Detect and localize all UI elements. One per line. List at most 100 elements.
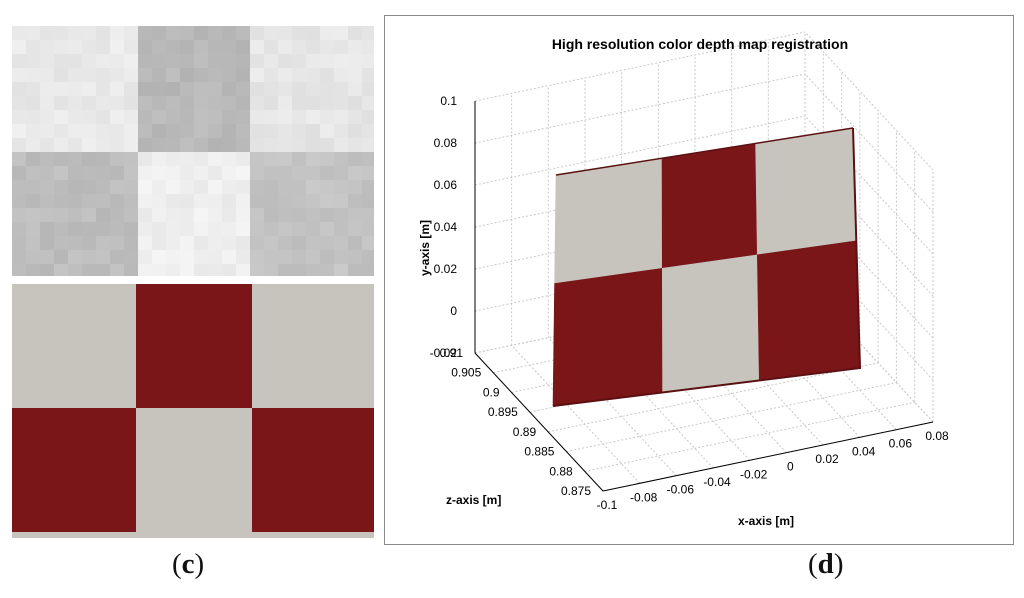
color-checker-square bbox=[12, 284, 136, 408]
depth-pixel bbox=[12, 40, 26, 54]
surface-checker-patch bbox=[552, 267, 663, 407]
depth-pixel bbox=[40, 40, 54, 54]
depth-pixel bbox=[68, 236, 82, 250]
depth-pixel bbox=[110, 26, 124, 40]
depth-pixel bbox=[292, 82, 306, 96]
depth-pixel bbox=[306, 208, 320, 222]
depth-pixel bbox=[292, 110, 306, 124]
depth-pixel bbox=[222, 82, 236, 96]
depth-pixel bbox=[180, 68, 194, 82]
depth-pixel bbox=[68, 82, 82, 96]
depth-pixel bbox=[138, 82, 152, 96]
surface-checker-patch bbox=[757, 240, 861, 381]
depth-pixel bbox=[278, 180, 292, 194]
depth-pixel bbox=[54, 222, 68, 236]
depth-pixel bbox=[82, 166, 96, 180]
depth-pixel bbox=[180, 264, 194, 276]
depth-pixel bbox=[152, 138, 166, 152]
depth-pixel bbox=[334, 250, 348, 264]
depth-pixel bbox=[334, 138, 348, 152]
depth-pixel bbox=[208, 124, 222, 138]
depth-pixel bbox=[26, 152, 40, 166]
x-tick-label: 0.02 bbox=[815, 452, 839, 466]
depth-pixel bbox=[264, 138, 278, 152]
caption-c-open: ( bbox=[172, 548, 182, 580]
depth-pixel bbox=[250, 208, 264, 222]
y-tick-label: 0.1 bbox=[440, 94, 457, 108]
depth-pixel bbox=[26, 208, 40, 222]
depth-pixel bbox=[40, 152, 54, 166]
depth-pixel bbox=[348, 26, 362, 40]
depth-pixel bbox=[362, 208, 374, 222]
depth-pixel bbox=[110, 222, 124, 236]
x-axis-label: x-axis [m] bbox=[738, 514, 794, 528]
depth-pixel bbox=[110, 138, 124, 152]
depth-pixel bbox=[250, 110, 264, 124]
depth-pixel bbox=[348, 68, 362, 82]
depth-pixel bbox=[208, 222, 222, 236]
depth-pixel bbox=[82, 96, 96, 110]
depth-pixel bbox=[222, 124, 236, 138]
depth-pixel bbox=[82, 250, 96, 264]
depth-pixel bbox=[362, 166, 374, 180]
depth-pixel bbox=[152, 166, 166, 180]
depth-pixel bbox=[278, 82, 292, 96]
depth-pixel bbox=[250, 264, 264, 276]
depth-pixel bbox=[68, 54, 82, 68]
depth-pixel bbox=[180, 236, 194, 250]
depth-pixel bbox=[138, 26, 152, 40]
depth-pixel bbox=[278, 166, 292, 180]
depth-pixel bbox=[26, 166, 40, 180]
depth-pixel bbox=[306, 40, 320, 54]
depth-pixel bbox=[26, 236, 40, 250]
depth-pixel bbox=[194, 236, 208, 250]
depth-pixel bbox=[348, 54, 362, 68]
depth-pixel bbox=[334, 96, 348, 110]
depth-pixel bbox=[194, 26, 208, 40]
back-wall-gridline bbox=[474, 31, 806, 102]
depth-pixel bbox=[68, 68, 82, 82]
floor-gridline bbox=[511, 344, 641, 484]
depth-pixel bbox=[82, 26, 96, 40]
depth-pixel bbox=[306, 152, 320, 166]
depth-pixel bbox=[166, 82, 180, 96]
depth-pixel bbox=[166, 166, 180, 180]
depth-pixel bbox=[26, 222, 40, 236]
depth-pixel bbox=[278, 96, 292, 110]
depth-pixel bbox=[264, 194, 278, 208]
depth-pixel bbox=[124, 110, 138, 124]
depth-pixel bbox=[348, 152, 362, 166]
depth-pixel bbox=[26, 138, 40, 152]
y-tick-label: 0.02 bbox=[434, 262, 458, 276]
surface-rim bbox=[552, 127, 862, 407]
depth-pixel bbox=[348, 124, 362, 138]
depth-pixel bbox=[68, 166, 82, 180]
depth-pixel bbox=[362, 250, 374, 264]
depth-pixel bbox=[348, 180, 362, 194]
depth-pixel bbox=[138, 236, 152, 250]
depth-pixel bbox=[348, 96, 362, 110]
depth-pixel bbox=[166, 26, 180, 40]
depth-pixel bbox=[250, 96, 264, 110]
depth-pixel bbox=[236, 110, 250, 124]
depth-pixel bbox=[68, 208, 82, 222]
depth-pixel bbox=[110, 250, 124, 264]
depth-pixel bbox=[26, 54, 40, 68]
depth-pixel bbox=[236, 166, 250, 180]
depth-pixel bbox=[278, 40, 292, 54]
depth-pixel bbox=[306, 250, 320, 264]
depth-pixel bbox=[152, 54, 166, 68]
depth-pixel bbox=[110, 96, 124, 110]
depth-pixel bbox=[40, 26, 54, 40]
depth-pixel bbox=[320, 96, 334, 110]
depth-pixel bbox=[250, 194, 264, 208]
y-tick-label: 0.08 bbox=[434, 136, 458, 150]
depth-pixel bbox=[166, 138, 180, 152]
depth-pixel bbox=[54, 138, 68, 152]
depth-pixel bbox=[320, 264, 334, 276]
depth-pixel bbox=[306, 68, 320, 82]
depth-pixel bbox=[124, 250, 138, 264]
depth-pixel bbox=[68, 96, 82, 110]
depth-pixel bbox=[96, 54, 110, 68]
depth-pixel bbox=[26, 180, 40, 194]
